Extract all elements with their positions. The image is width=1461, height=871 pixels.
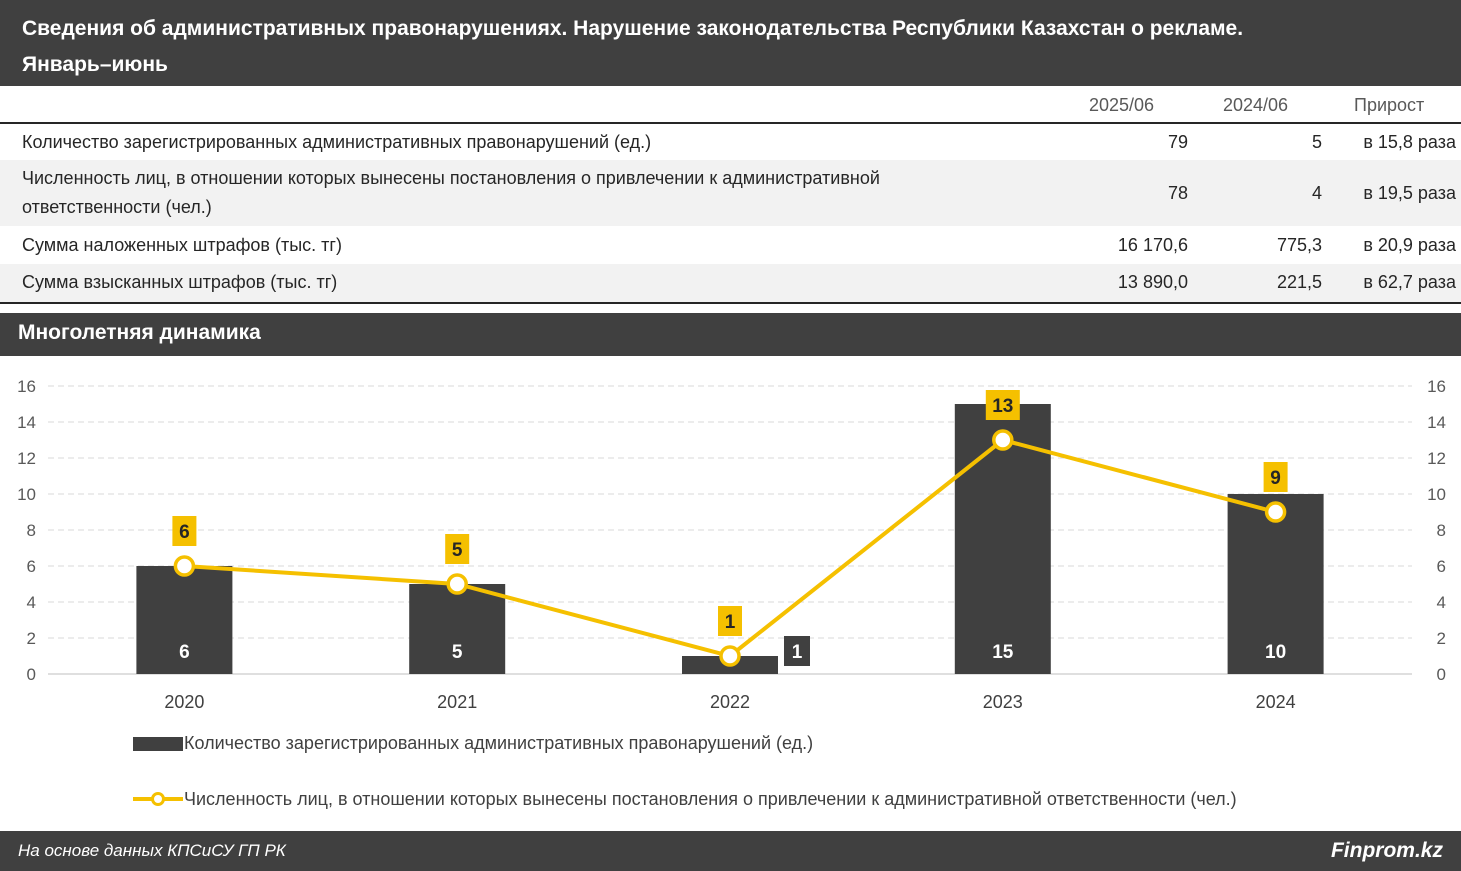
y-tick-label: 6 (27, 557, 36, 576)
y-tick-label: 8 (27, 521, 36, 540)
bar (1227, 494, 1324, 674)
line-point (173, 555, 196, 577)
section-title: Многолетняя динамика (0, 313, 1461, 356)
legend-bar-swatch (133, 737, 183, 751)
line-point (992, 429, 1014, 451)
row-growth: в 15,8 раза (1363, 132, 1456, 152)
y2-tick-label: 10 (1427, 485, 1446, 504)
y2-tick-label: 6 (1437, 557, 1446, 576)
header-title-line1: Сведения об административных правонаруше… (22, 17, 1244, 40)
footer: На основе данных КПСиСУ ГП РК Finprom.kz (0, 831, 1461, 871)
row-growth: в 62,7 раза (1363, 272, 1456, 292)
y-tick-label: 10 (17, 485, 36, 504)
x-tick-label: 2023 (983, 692, 1023, 712)
column-header-growth: Прирост (1354, 95, 1425, 115)
table-header: 2025/06 2024/06 Прирост (0, 86, 1461, 124)
y2-tick-label: 16 (1427, 377, 1446, 396)
row-label-line2: ответственности (чел.) (22, 197, 212, 217)
y-tick-label: 2 (27, 629, 36, 648)
line-point (1264, 501, 1287, 523)
y2-tick-label: 14 (1427, 413, 1446, 432)
table-row: Сумма взысканных штрафов (тыс. тг) 13 89… (0, 264, 1461, 302)
legend-line-label: Численность лиц, в отношении которых вын… (184, 789, 1237, 809)
header-title-line2: Январь–июнь (22, 53, 168, 76)
row-value-2024: 221,5 (1276, 272, 1322, 292)
y-tick-label: 16 (17, 377, 36, 396)
x-tick-label: 2022 (710, 692, 750, 712)
table-row: Сумма наложенных штрафов (тыс. тг) 16 17… (0, 226, 1461, 264)
row-value-2024: 5 (1311, 132, 1322, 152)
y-tick-label: 0 (27, 665, 36, 684)
row-label: Сумма взысканных штрафов (тыс. тг) (22, 272, 338, 292)
legend-bar-label: Количество зарегистрированных администра… (184, 733, 814, 753)
y2-tick-label: 4 (1437, 593, 1446, 612)
column-header-2024: 2024/06 (1223, 95, 1289, 115)
row-label-line1: Численность лиц, в отношении которых вын… (22, 168, 880, 188)
x-tick-label: 2024 (1256, 692, 1296, 712)
line-data-label-box (1263, 462, 1288, 492)
line-data-label: 6 (179, 522, 190, 543)
row-value-2025: 16 170,6 (1117, 235, 1188, 255)
footer-brand: Finprom.kz (1330, 839, 1443, 862)
x-tick-label: 2021 (437, 692, 477, 712)
row-label: Численность лиц, в отношении которых вын… (22, 164, 880, 222)
row-growth: в 19,5 раза (1363, 183, 1456, 203)
table-bottom-rule (0, 302, 1461, 304)
y2-tick-label: 2 (1437, 629, 1446, 648)
y-tick-label: 14 (17, 413, 36, 432)
row-value-2024: 775,3 (1276, 235, 1322, 255)
row-value-2024: 4 (1311, 183, 1322, 203)
line-data-label: 1 (725, 612, 736, 633)
y2-tick-label: 12 (1427, 449, 1446, 468)
y2-tick-label: 0 (1437, 665, 1446, 684)
bar (409, 584, 506, 674)
y-tick-label: 12 (17, 449, 36, 468)
legend-line-marker (151, 792, 165, 806)
row-value-2025: 13 890,0 (1117, 272, 1188, 292)
row-growth: в 20,9 раза (1363, 235, 1456, 255)
line-data-label-box (985, 390, 1020, 420)
bar-data-label-box (784, 636, 810, 666)
bar-data-label: 15 (992, 642, 1014, 663)
row-label: Количество зарегистрированных администра… (22, 132, 652, 152)
row-value-2025: 78 (1167, 183, 1188, 203)
bar (136, 566, 233, 674)
line-point (446, 573, 468, 595)
x-tick-label: 2020 (164, 692, 204, 712)
y2-tick-label: 8 (1437, 521, 1446, 540)
header-title: Сведения об административных правонаруше… (0, 0, 1461, 86)
table-row: Количество зарегистрированных администра… (0, 124, 1461, 160)
row-label: Сумма наложенных штрафов (тыс. тг) (22, 235, 342, 255)
line-data-label-box (445, 534, 470, 564)
y-tick-label: 4 (27, 593, 36, 612)
bar-data-label: 10 (1265, 642, 1286, 663)
line-data-label-box (718, 606, 742, 636)
summary-table: 2025/06 2024/06 Прирост Количество зарег… (0, 86, 1461, 304)
column-header-2025: 2025/06 (1089, 95, 1155, 115)
bar-data-label: 6 (179, 642, 190, 663)
line-data-label-box (172, 516, 197, 546)
line-data-label: 9 (1270, 468, 1281, 489)
row-value-2025: 79 (1167, 132, 1188, 152)
footer-source: На основе данных КПСиСУ ГП РК (18, 841, 286, 860)
table-row: Численность лиц, в отношении которых вын… (0, 160, 1461, 226)
line-data-label: 13 (992, 396, 1013, 417)
bar-data-label: 5 (452, 642, 463, 663)
bar-data-label: 1 (792, 642, 803, 663)
line-point (719, 645, 741, 667)
line-data-label: 5 (452, 540, 463, 561)
